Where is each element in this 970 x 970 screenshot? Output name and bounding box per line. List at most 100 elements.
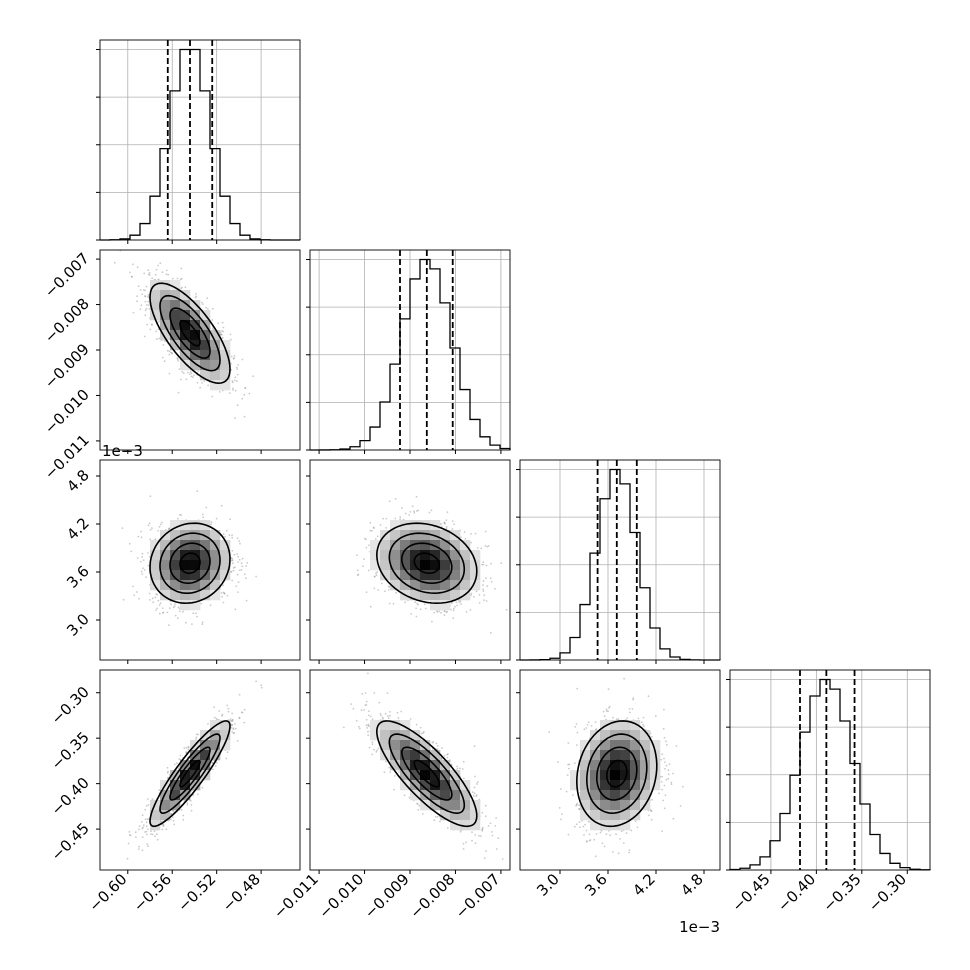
density-cell — [160, 560, 171, 571]
scatter-point — [180, 267, 183, 270]
scatter-point — [147, 552, 149, 554]
scatter-point — [145, 576, 148, 579]
scatter-point — [231, 719, 234, 721]
scatter-point — [168, 624, 170, 627]
scatter-point — [387, 589, 390, 591]
scatter-point — [202, 516, 205, 519]
scatter-point — [180, 514, 183, 516]
scatter-point — [136, 557, 139, 559]
scatter-point — [240, 568, 243, 571]
scatter-point — [197, 793, 199, 796]
scatter-point — [478, 594, 481, 596]
density-cell — [180, 570, 191, 581]
density-cell — [170, 550, 181, 561]
scatter-point — [190, 372, 193, 375]
scatter-point — [141, 821, 143, 823]
scatter-point — [410, 613, 412, 615]
scatter-point — [147, 804, 150, 806]
contour-level-1 — [169, 307, 211, 360]
scatter-point — [199, 386, 202, 389]
scatter-point — [459, 600, 462, 603]
density-cell — [430, 600, 441, 611]
scatter-point — [443, 521, 446, 524]
scatter-point — [237, 364, 240, 366]
density-cell — [170, 530, 181, 541]
scatter-point — [394, 497, 397, 500]
density-cell — [150, 550, 161, 561]
scatter-point — [215, 717, 218, 720]
density-cell — [470, 560, 481, 571]
scatter-point — [232, 357, 235, 360]
scatter-point — [245, 599, 248, 602]
scatter-point — [379, 524, 382, 526]
histogram-param-2 — [516, 459, 721, 661]
density-cell — [410, 540, 421, 551]
scatter-point — [230, 362, 232, 365]
scatter-point — [417, 509, 419, 512]
scatter-point — [484, 544, 487, 547]
density-cell — [150, 290, 161, 301]
scatter-point — [155, 330, 158, 333]
density-cell — [450, 580, 461, 591]
density-cell — [190, 580, 201, 591]
scatter-point — [155, 609, 157, 611]
scatter-point — [482, 563, 485, 566]
scatter-point — [159, 523, 162, 526]
scatter-point — [234, 376, 237, 379]
scatter-point — [187, 748, 190, 751]
scatter-point — [220, 504, 223, 507]
density-cell — [170, 560, 181, 571]
density-cell — [180, 520, 191, 531]
scatter-point — [222, 601, 225, 604]
scatter-point — [156, 593, 159, 596]
scatter-point — [470, 592, 473, 595]
scatter-point — [132, 263, 134, 266]
scatter-point — [161, 607, 164, 609]
scatter-point — [470, 594, 472, 596]
scatter-point — [177, 606, 180, 609]
density-cell — [470, 580, 481, 591]
scatter-point — [474, 532, 477, 535]
scatter-point — [158, 525, 161, 528]
scatter-point — [233, 357, 236, 360]
scatter-point — [399, 518, 401, 521]
scatter-point — [243, 393, 246, 396]
scatter-point — [388, 500, 391, 503]
scatter-point — [470, 541, 472, 544]
scatter-point — [244, 387, 246, 389]
scatter-point — [226, 594, 229, 597]
scatter-point — [176, 277, 179, 280]
scatter-point — [220, 580, 223, 582]
scatter-point — [193, 374, 195, 377]
density-cell — [150, 300, 161, 311]
scatter-point — [451, 602, 453, 604]
scatter-point — [485, 577, 487, 580]
density-cell — [190, 570, 201, 581]
scatter-point — [234, 566, 236, 569]
scatter-point — [151, 833, 154, 836]
scatter-point — [201, 303, 204, 305]
scatter-point — [231, 381, 234, 384]
scatter-point — [215, 517, 218, 520]
density-cell — [450, 560, 461, 571]
density-cell — [190, 590, 201, 601]
scatter-point — [201, 382, 204, 384]
density-cell — [190, 600, 201, 611]
scatter-point — [241, 358, 244, 361]
scatter-point — [147, 564, 150, 567]
scatter-point — [152, 601, 155, 604]
scatter-point — [161, 356, 164, 359]
scatter-point — [415, 495, 418, 498]
scatter-point — [373, 575, 376, 578]
scatter-point — [238, 558, 241, 561]
density-cell — [390, 540, 401, 551]
scatter-point — [231, 536, 234, 539]
density-cell — [440, 590, 451, 601]
scatter-point — [387, 585, 390, 588]
scatter-point — [369, 529, 372, 532]
scatter-point — [151, 324, 153, 326]
density-cell — [180, 310, 191, 321]
scatter-point — [147, 294, 150, 296]
scatter-point — [151, 597, 154, 600]
density-cell — [180, 600, 191, 611]
